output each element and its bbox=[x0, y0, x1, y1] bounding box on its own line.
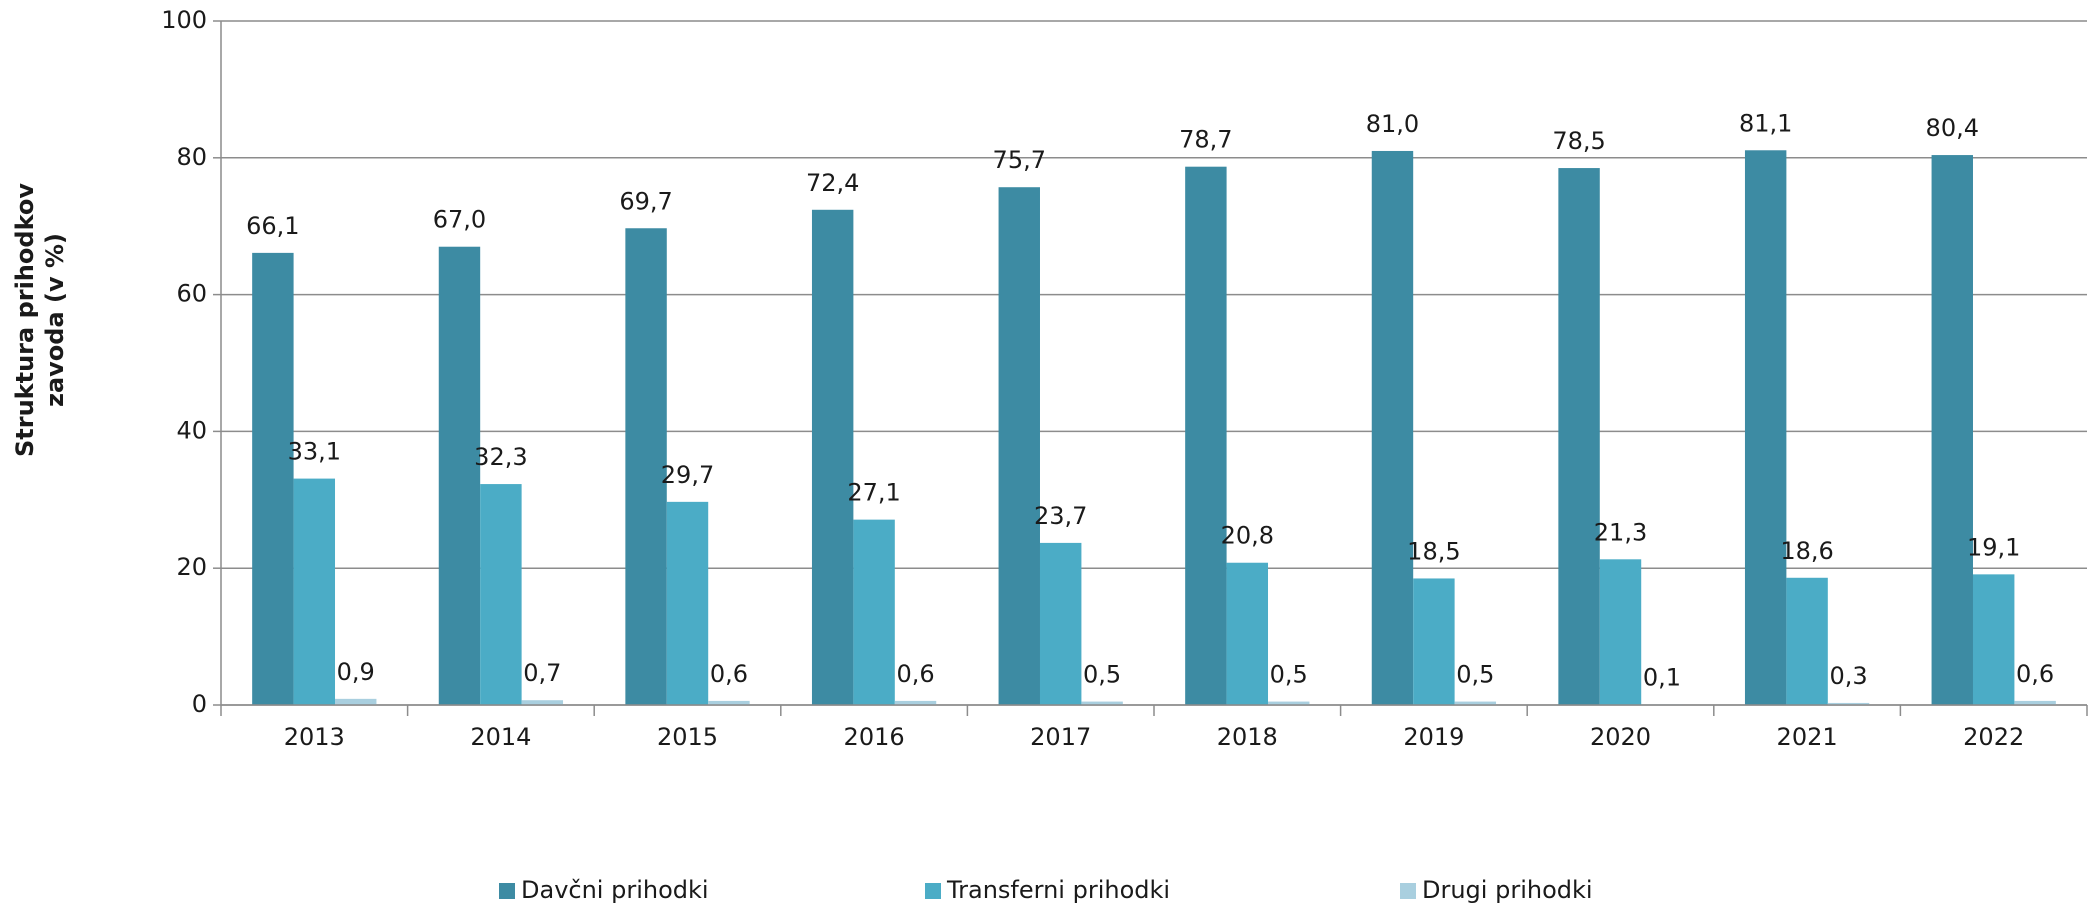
bar bbox=[666, 501, 709, 705]
data-label: 78,5 bbox=[1552, 127, 1605, 155]
data-label: 21,3 bbox=[1594, 518, 1647, 546]
data-label: 33,1 bbox=[288, 438, 341, 466]
data-label: 20,8 bbox=[1221, 522, 1274, 550]
x-tick-label: 2021 bbox=[1777, 723, 1838, 751]
bar bbox=[811, 209, 854, 705]
bar bbox=[708, 700, 750, 705]
data-label: 18,5 bbox=[1407, 537, 1460, 565]
y-tick-label: 100 bbox=[161, 6, 207, 34]
y-axis-label-line: zavoda (v %) bbox=[41, 233, 69, 407]
y-axis-label: Struktura prihodkovzavoda (v %) bbox=[11, 183, 69, 457]
bar bbox=[853, 519, 895, 705]
data-label: 18,6 bbox=[1780, 537, 1833, 565]
bar bbox=[335, 698, 377, 705]
data-label: 0,6 bbox=[896, 660, 934, 688]
data-label: 0,7 bbox=[523, 659, 561, 687]
bar bbox=[1371, 150, 1414, 705]
legend-swatch bbox=[1400, 883, 1416, 899]
bar bbox=[1039, 542, 1082, 705]
data-label: 0,6 bbox=[2016, 660, 2054, 688]
bar bbox=[1558, 168, 1600, 705]
y-tick-label: 80 bbox=[176, 143, 207, 171]
data-label: 0,6 bbox=[710, 660, 748, 688]
bar bbox=[1931, 155, 1973, 706]
data-label: 67,0 bbox=[433, 206, 486, 234]
x-tick-label: 2017 bbox=[1030, 723, 1091, 751]
data-label: 78,7 bbox=[1179, 126, 1232, 154]
legend-swatch bbox=[499, 883, 515, 899]
bar bbox=[252, 252, 294, 705]
x-tick-label: 2019 bbox=[1403, 723, 1464, 751]
data-label: 32,3 bbox=[474, 443, 527, 471]
data-label: 75,7 bbox=[993, 146, 1046, 174]
x-tick-label: 2022 bbox=[1963, 723, 2024, 751]
data-label: 0,5 bbox=[1270, 661, 1308, 689]
x-tick-label: 2015 bbox=[657, 723, 718, 751]
data-label: 19,1 bbox=[1967, 533, 2020, 561]
legend-label: Drugi prihodki bbox=[1422, 876, 1593, 904]
bar bbox=[438, 246, 481, 705]
data-label: 0,9 bbox=[337, 658, 375, 686]
data-label: 66,1 bbox=[246, 212, 299, 240]
data-label: 80,4 bbox=[1926, 114, 1979, 142]
legend-label: Davčni prihodki bbox=[521, 876, 709, 904]
data-label: 29,7 bbox=[661, 461, 714, 489]
y-tick-label: 0 bbox=[192, 690, 207, 718]
x-tick-label: 2013 bbox=[284, 723, 345, 751]
y-tick-label: 60 bbox=[176, 280, 207, 308]
data-label: 27,1 bbox=[847, 479, 900, 507]
bar bbox=[1081, 701, 1123, 705]
bar bbox=[1454, 701, 1497, 705]
bar bbox=[1185, 166, 1227, 705]
bar bbox=[2014, 700, 2056, 705]
bar bbox=[894, 700, 937, 705]
bar bbox=[1786, 577, 1828, 705]
x-tick-label: 2018 bbox=[1217, 723, 1278, 751]
data-label: 0,5 bbox=[1456, 661, 1494, 689]
bar bbox=[1226, 562, 1269, 705]
bar bbox=[625, 228, 667, 705]
x-tick-label: 2020 bbox=[1590, 723, 1651, 751]
data-label: 69,7 bbox=[619, 187, 672, 215]
bar bbox=[1744, 150, 1787, 705]
bar bbox=[1972, 574, 2015, 705]
y-tick-label: 20 bbox=[176, 553, 207, 581]
x-tick-label: 2014 bbox=[470, 723, 531, 751]
bar bbox=[521, 700, 564, 705]
y-axis-label-line: Struktura prihodkov bbox=[11, 183, 39, 457]
bar bbox=[480, 484, 522, 705]
x-tick-label: 2016 bbox=[844, 723, 905, 751]
data-label: 23,7 bbox=[1034, 502, 1087, 530]
data-label: 0,5 bbox=[1083, 661, 1121, 689]
data-label: 0,1 bbox=[1643, 663, 1681, 691]
bar bbox=[293, 478, 336, 705]
bar bbox=[1268, 701, 1310, 705]
bar bbox=[1827, 702, 1870, 705]
y-tick-label: 40 bbox=[176, 416, 207, 444]
bar bbox=[1599, 559, 1642, 705]
data-label: 0,3 bbox=[1829, 662, 1867, 690]
bar bbox=[998, 187, 1040, 705]
legend-swatch bbox=[925, 883, 941, 899]
data-label: 81,1 bbox=[1739, 109, 1792, 137]
data-label: 81,0 bbox=[1366, 110, 1419, 138]
legend-label: Transferni prihodki bbox=[946, 876, 1170, 904]
bar bbox=[1413, 578, 1455, 705]
data-label: 72,4 bbox=[806, 169, 859, 197]
